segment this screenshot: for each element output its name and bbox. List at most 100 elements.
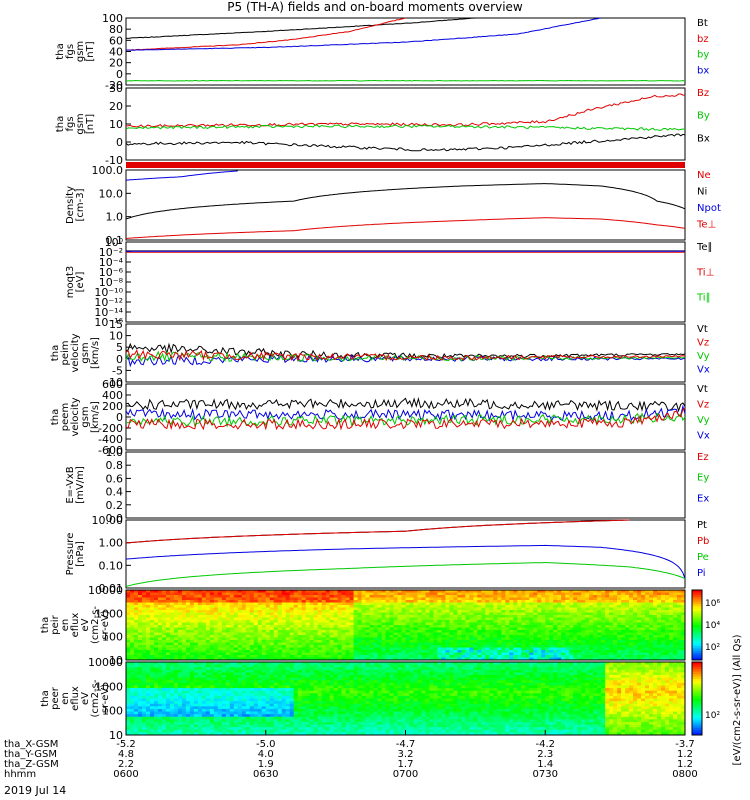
p9-cell [341, 640, 347, 643]
p9-cell [577, 610, 582, 613]
p9-cell [213, 605, 219, 608]
p10-cell [225, 727, 231, 731]
p9-cell [633, 655, 638, 658]
p9-cell [509, 592, 514, 596]
p9-cell [453, 652, 458, 656]
p9-cell [649, 630, 654, 633]
p10-cell [233, 727, 239, 731]
p9-cell [517, 627, 522, 631]
p9-cell [553, 612, 558, 616]
p10-cell [193, 716, 199, 720]
p6-ylabel: thapeemvelocitygsm[km/s] [50, 397, 101, 436]
p6-ytick-label: 0 [116, 411, 123, 424]
p9-cell [597, 620, 602, 623]
p9-cell [589, 595, 594, 598]
p9-cell [401, 602, 406, 606]
p9-cell [445, 640, 450, 643]
p10-cell [193, 724, 199, 728]
p9-cell [261, 602, 267, 606]
p9-cell [593, 622, 598, 626]
p9-cell [149, 592, 155, 596]
p9-cell [525, 607, 530, 611]
p9-cell [513, 617, 518, 621]
p8-ylabel: Pressure[nPa] [65, 533, 86, 576]
p9-cell [553, 627, 558, 631]
p9-cell [621, 650, 626, 653]
p9-cell [601, 640, 606, 643]
p9-cell [525, 610, 530, 613]
p9-cell [497, 595, 502, 598]
p10-cell [217, 682, 223, 686]
p6-series-Vt [125, 397, 686, 413]
p10-cell [241, 685, 247, 689]
p9-cell [317, 657, 323, 661]
p9-cell [557, 657, 562, 661]
p9-cell [505, 622, 510, 626]
p9-cell [325, 620, 331, 623]
p9-cell [317, 637, 323, 641]
p9-cell [629, 647, 634, 651]
p10-cell [129, 724, 135, 728]
p9-cell [481, 632, 486, 636]
p9-cell [413, 607, 418, 611]
p10-cell [177, 727, 183, 731]
p9-cell [665, 617, 670, 621]
p9-cell [529, 652, 534, 656]
p9-cell [233, 622, 239, 626]
p9-cell [145, 617, 151, 621]
p9-cell [421, 635, 426, 638]
p10-cell [173, 729, 179, 733]
p9-cell [605, 610, 610, 613]
p9-cell [177, 625, 183, 628]
p9-cell [253, 590, 259, 593]
p9-cell [681, 597, 686, 601]
p9-cell [465, 610, 470, 613]
p9-cell [333, 627, 339, 631]
p9-cell [261, 645, 267, 648]
p9-cell [453, 605, 458, 608]
p9-cell [561, 590, 566, 593]
p9-cell [421, 652, 426, 656]
p9-cell [669, 642, 674, 646]
p10-cell [225, 667, 231, 671]
p9-cell [617, 657, 622, 661]
p10-cell [141, 701, 147, 705]
p9-cell [205, 632, 211, 636]
p9-cell [389, 605, 395, 608]
p9-cell [257, 612, 263, 616]
p10-cell [157, 706, 163, 710]
p10-cell [249, 695, 255, 699]
p9-cell [593, 605, 598, 608]
p10-cell [213, 698, 219, 702]
p9-cell [253, 642, 259, 646]
p9-cell [129, 630, 135, 633]
p9-cell [129, 617, 135, 621]
p9-cell [197, 612, 203, 616]
p10-cell [205, 732, 211, 736]
p9-cell [633, 625, 638, 628]
p9-cell [509, 620, 514, 623]
p9-cell [649, 610, 654, 613]
p9-cell [133, 630, 139, 633]
p4-ytick-label: 10⁻² [99, 246, 123, 259]
p10-cell [126, 672, 131, 676]
p9-cell [453, 655, 458, 658]
p10-cell [201, 721, 207, 726]
p9-cell [221, 625, 227, 628]
p9-cell [405, 605, 410, 608]
p9-cell [213, 657, 219, 661]
p9-cell [629, 642, 634, 646]
p9-cell [477, 610, 482, 613]
p9-cell [341, 625, 347, 628]
p9-cell [509, 595, 514, 598]
p9-cell [145, 650, 151, 653]
p10-cell [189, 682, 195, 686]
p9-cell [329, 637, 335, 641]
p9-cell [617, 597, 622, 601]
p9-cell [545, 595, 550, 598]
p9-cell [157, 620, 163, 623]
p9-cell [289, 652, 295, 656]
p9-cell [177, 635, 183, 638]
p9-cell [309, 640, 315, 643]
p10-cell [201, 688, 207, 692]
